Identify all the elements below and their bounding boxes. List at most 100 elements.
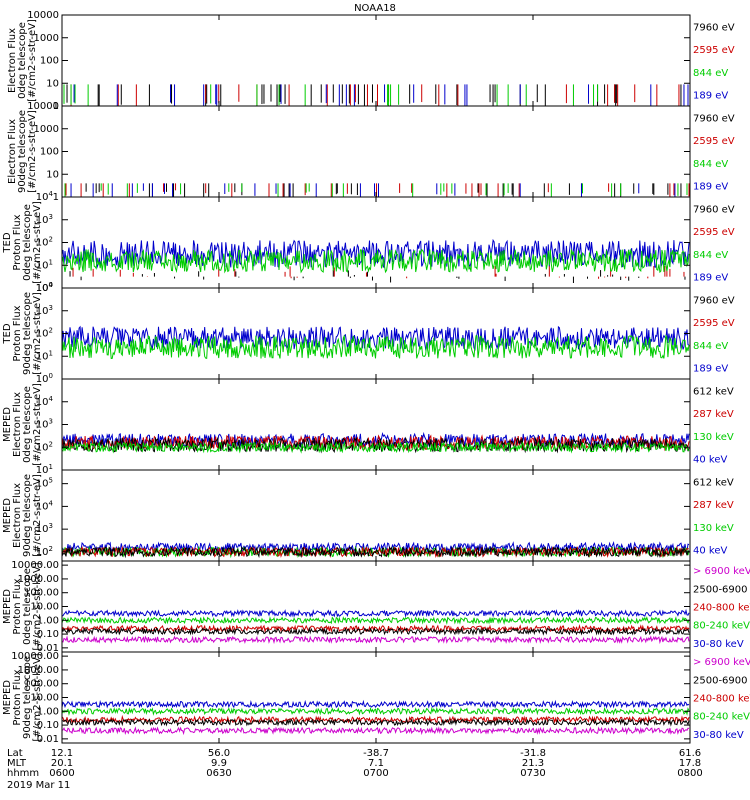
series-4 <box>73 84 689 106</box>
panel-8: 10000.001000.00100.0010.001.000.100.01ME… <box>2 651 750 745</box>
x-tick-label-lat: 12.1 <box>51 748 73 759</box>
series-2 <box>62 334 690 360</box>
y-tick-label: 10000.00 <box>11 560 59 571</box>
series-2 <box>62 706 690 716</box>
legend-entry: 2595 eV <box>693 45 735 56</box>
data-line <box>62 334 690 360</box>
y-tick-label: 1000 <box>34 124 59 135</box>
data-line <box>62 706 690 716</box>
series-4 <box>62 440 690 454</box>
y-tick-label: 0.10 <box>37 629 59 640</box>
y-label-line: [#/cm2-s-str-keV] <box>32 562 43 650</box>
legend-entry: 844 eV <box>693 341 728 352</box>
panel-2: 10000 1000 100 10 1 Electron Flux 90deg telesc… <box>7 101 735 203</box>
y-tick-label: 1 <box>53 101 59 112</box>
legend-entry: 7960 eV <box>693 113 735 124</box>
y-axis-label: MEPED Proton Flux 0deg telescope [#/cm2-s-s… <box>2 562 43 650</box>
legend-entry: 2500-6900 <box>693 584 748 595</box>
panel-7-data <box>62 608 690 645</box>
series-3 <box>62 238 690 269</box>
legend-entry: > 6900 keV <box>693 566 750 577</box>
data-line <box>62 616 690 625</box>
y-label-line: Proton Flux <box>12 669 23 725</box>
series-4 <box>62 626 690 636</box>
y-label-line: MEPED <box>2 589 13 624</box>
legend-entry: 130 keV <box>693 432 734 443</box>
y-label-line: [#/cm2-s-str-eV] <box>32 201 43 284</box>
y-label-line: Proton Flux <box>12 305 23 361</box>
panel-8-data <box>62 699 690 736</box>
chart-title: NOAA18 <box>354 3 396 14</box>
y-label-line: 90deg telescope <box>22 474 33 557</box>
y-label-line: MEPED <box>2 407 13 442</box>
x-tick-label-mlt: 17.8 <box>679 758 701 769</box>
y-tick-label: 1.00 <box>37 615 59 626</box>
legend-entry: 240-800 keV <box>693 694 750 705</box>
panel-7: 10000.001000.00100.0010.001.000.100.01ME… <box>2 560 750 654</box>
y-tick-label: 10000.00 <box>11 651 59 662</box>
data-line <box>62 714 690 725</box>
data-line <box>62 545 689 558</box>
y-tick-label: 1000 <box>34 33 59 44</box>
data-line <box>62 717 690 727</box>
y-tick-label: 104 <box>36 190 54 203</box>
y-tick-label: 10 <box>46 78 59 89</box>
y-tick-label: 100.00 <box>24 588 59 599</box>
legend-entry: 240-800 keV <box>693 603 750 614</box>
y-label-line: 0deg telescope <box>22 568 33 645</box>
legend-entry: 189 eV <box>693 91 728 102</box>
legend-entry: 189 eV <box>693 182 728 193</box>
x-tick-label-time: 0700 <box>363 768 388 779</box>
y-tick-label: 10.00 <box>30 602 59 613</box>
panel-frame <box>61 105 691 198</box>
x-tick-label-time: 0600 <box>49 768 74 779</box>
data-line <box>62 635 690 645</box>
series-3 <box>64 183 688 197</box>
x-tick-label-lat: -31.8 <box>520 748 546 759</box>
legend-entry: 7960 eV <box>693 22 735 33</box>
panels-group: 10000 1000 100 10 1 Electron Flux 0deg telesco… <box>2 10 750 745</box>
y-tick-label: 10000 <box>27 10 59 21</box>
y-label-line: Proton Flux <box>12 578 23 634</box>
data-line <box>62 325 690 351</box>
legend-entry: 40 keV <box>693 455 727 466</box>
y-label-line: MEPED <box>2 498 13 533</box>
y-tick-label: 0.01 <box>37 734 59 745</box>
y-label-line: [#/cm2-s-str-keV] <box>32 653 43 741</box>
panel-frame <box>61 378 691 471</box>
legend-entry: 80-240 keV <box>693 621 750 632</box>
series-2 <box>62 616 690 625</box>
y-label-line: [#/cm2-s-str-eV] <box>27 19 38 102</box>
y-tick-label: 104 <box>36 281 54 294</box>
y-tick-label: 0.01 <box>37 643 59 654</box>
y-axis-label: TED Proton Flux 90deg telescope [#/cm2-s-st… <box>2 292 43 375</box>
legend-entry: 2500-6900 <box>693 675 748 686</box>
x-tick-label-lat: -38.7 <box>363 748 389 759</box>
series-3 <box>62 714 690 725</box>
panel-5-data <box>62 431 690 454</box>
panel-2-data <box>62 183 690 197</box>
series-1 <box>62 325 690 351</box>
legend-entry: 844 eV <box>693 159 728 170</box>
series-4 <box>62 248 690 274</box>
legend-entry: 844 eV <box>693 250 728 261</box>
legend-entry: 130 keV <box>693 523 734 534</box>
x-tick-label-mlt: 21.3 <box>522 758 544 769</box>
y-label-line: [#/cm2-s-str-eV] <box>32 383 43 466</box>
legend-entry: 287 keV <box>693 500 734 511</box>
y-label-line: [#/cm2-s-str-eV] <box>27 110 38 193</box>
y-tick-label: 100 <box>40 147 59 158</box>
data-line <box>62 699 690 710</box>
y-label-line: TED <box>2 232 13 253</box>
series-4 <box>62 717 690 727</box>
y-label-line: Electron Flux <box>12 483 23 548</box>
panel-1: 10000 1000 100 10 1 Electron Flux 0deg telesco… <box>7 10 735 112</box>
series-1 <box>62 699 690 710</box>
y-label-line: 90deg telescope <box>22 656 33 739</box>
legend-entry: 80-240 keV <box>693 712 750 723</box>
